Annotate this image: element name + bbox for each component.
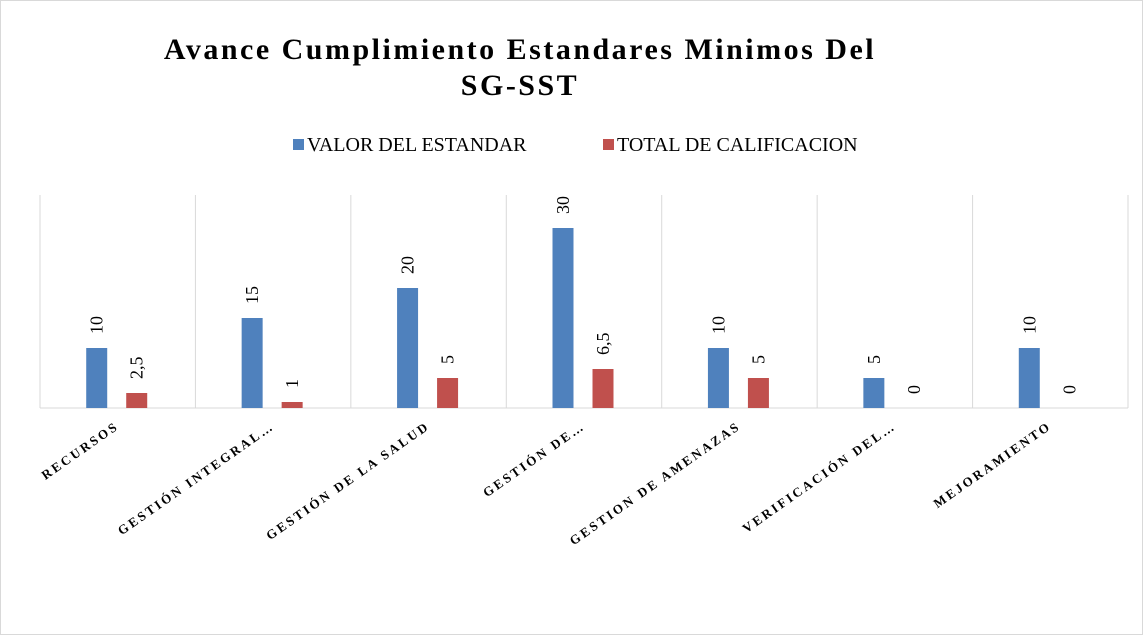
data-label: 30 [553, 196, 573, 214]
bar [397, 288, 419, 408]
legend-swatch [293, 139, 304, 150]
data-label: 1 [282, 379, 302, 388]
data-label: 6,5 [593, 333, 613, 356]
bar [437, 378, 459, 408]
x-tick-label: GESTIÓN INTEGRAL… [115, 418, 277, 538]
bar [552, 228, 574, 408]
bar [281, 402, 303, 408]
legend-swatch [603, 139, 614, 150]
data-label: 5 [748, 355, 768, 364]
data-label: 5 [864, 355, 884, 364]
x-tick-label: RECURSOS [38, 418, 121, 482]
bar [863, 378, 885, 408]
data-label: 0 [1059, 385, 1079, 394]
x-tick-label: GESTIÓN DE… [480, 418, 588, 500]
bar [707, 348, 729, 408]
bar [592, 369, 614, 408]
data-label: 0 [904, 385, 924, 394]
data-label: 2,5 [127, 357, 147, 380]
legend-label: VALOR DEL ESTANDAR [307, 134, 527, 156]
chart-title: Avance Cumplimiento Estandares Minimos D… [163, 33, 877, 102]
data-label: 10 [1019, 316, 1039, 334]
bar [1018, 348, 1040, 408]
data-label: 10 [87, 316, 107, 334]
data-label: 10 [708, 316, 728, 334]
bar [126, 393, 148, 408]
data-label: 20 [398, 256, 418, 274]
x-tick-label: GESTION DE AMENAZAS [567, 418, 744, 548]
bar [86, 348, 108, 408]
bar [241, 318, 263, 408]
legend-label: TOTAL DE CALIFICACION [617, 134, 858, 156]
data-label: 5 [438, 355, 458, 364]
x-tick-label: GESTIÓN DE LA SALUD [263, 418, 432, 543]
bar [747, 378, 769, 408]
x-tick-label: VERIFICACIÓN DEL… [739, 418, 898, 536]
x-tick-label: MEJORAMIENTO [931, 418, 1055, 511]
data-label: 15 [242, 286, 262, 304]
